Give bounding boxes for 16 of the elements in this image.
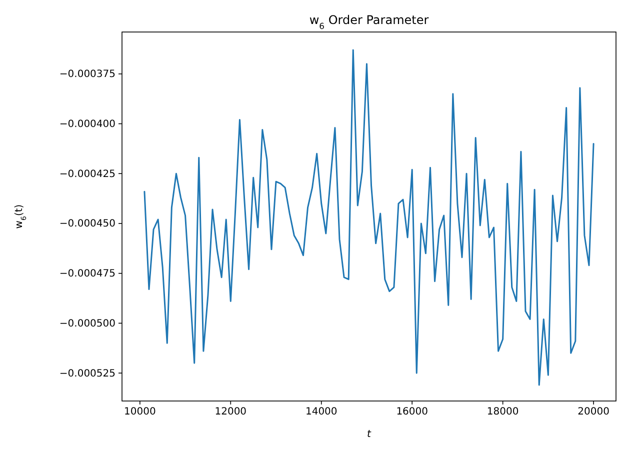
y-tick-label: −0.000500 — [59, 318, 116, 330]
x-tick-label: 18000 — [486, 406, 519, 418]
x-tick-label: 16000 — [396, 406, 428, 418]
x-axis-title: t — [367, 429, 372, 440]
line-series — [144, 49, 594, 386]
chart-title: w$_{6}$ Order Parameter — [309, 13, 429, 31]
y-tick-label: −0.000400 — [59, 118, 116, 130]
y-tick-label: −0.000375 — [59, 69, 116, 80]
x-tick-label: 20000 — [578, 406, 610, 418]
x-tick-label: 10000 — [124, 406, 156, 418]
y-tick-label: −0.000525 — [59, 368, 116, 380]
y-tick-label: −0.000425 — [59, 168, 116, 180]
x-tick-label: 14000 — [305, 406, 338, 418]
x-tick-label: 12000 — [214, 406, 247, 418]
y-tick-label: −0.000475 — [59, 268, 116, 280]
y-tick-label: −0.000450 — [59, 218, 116, 230]
